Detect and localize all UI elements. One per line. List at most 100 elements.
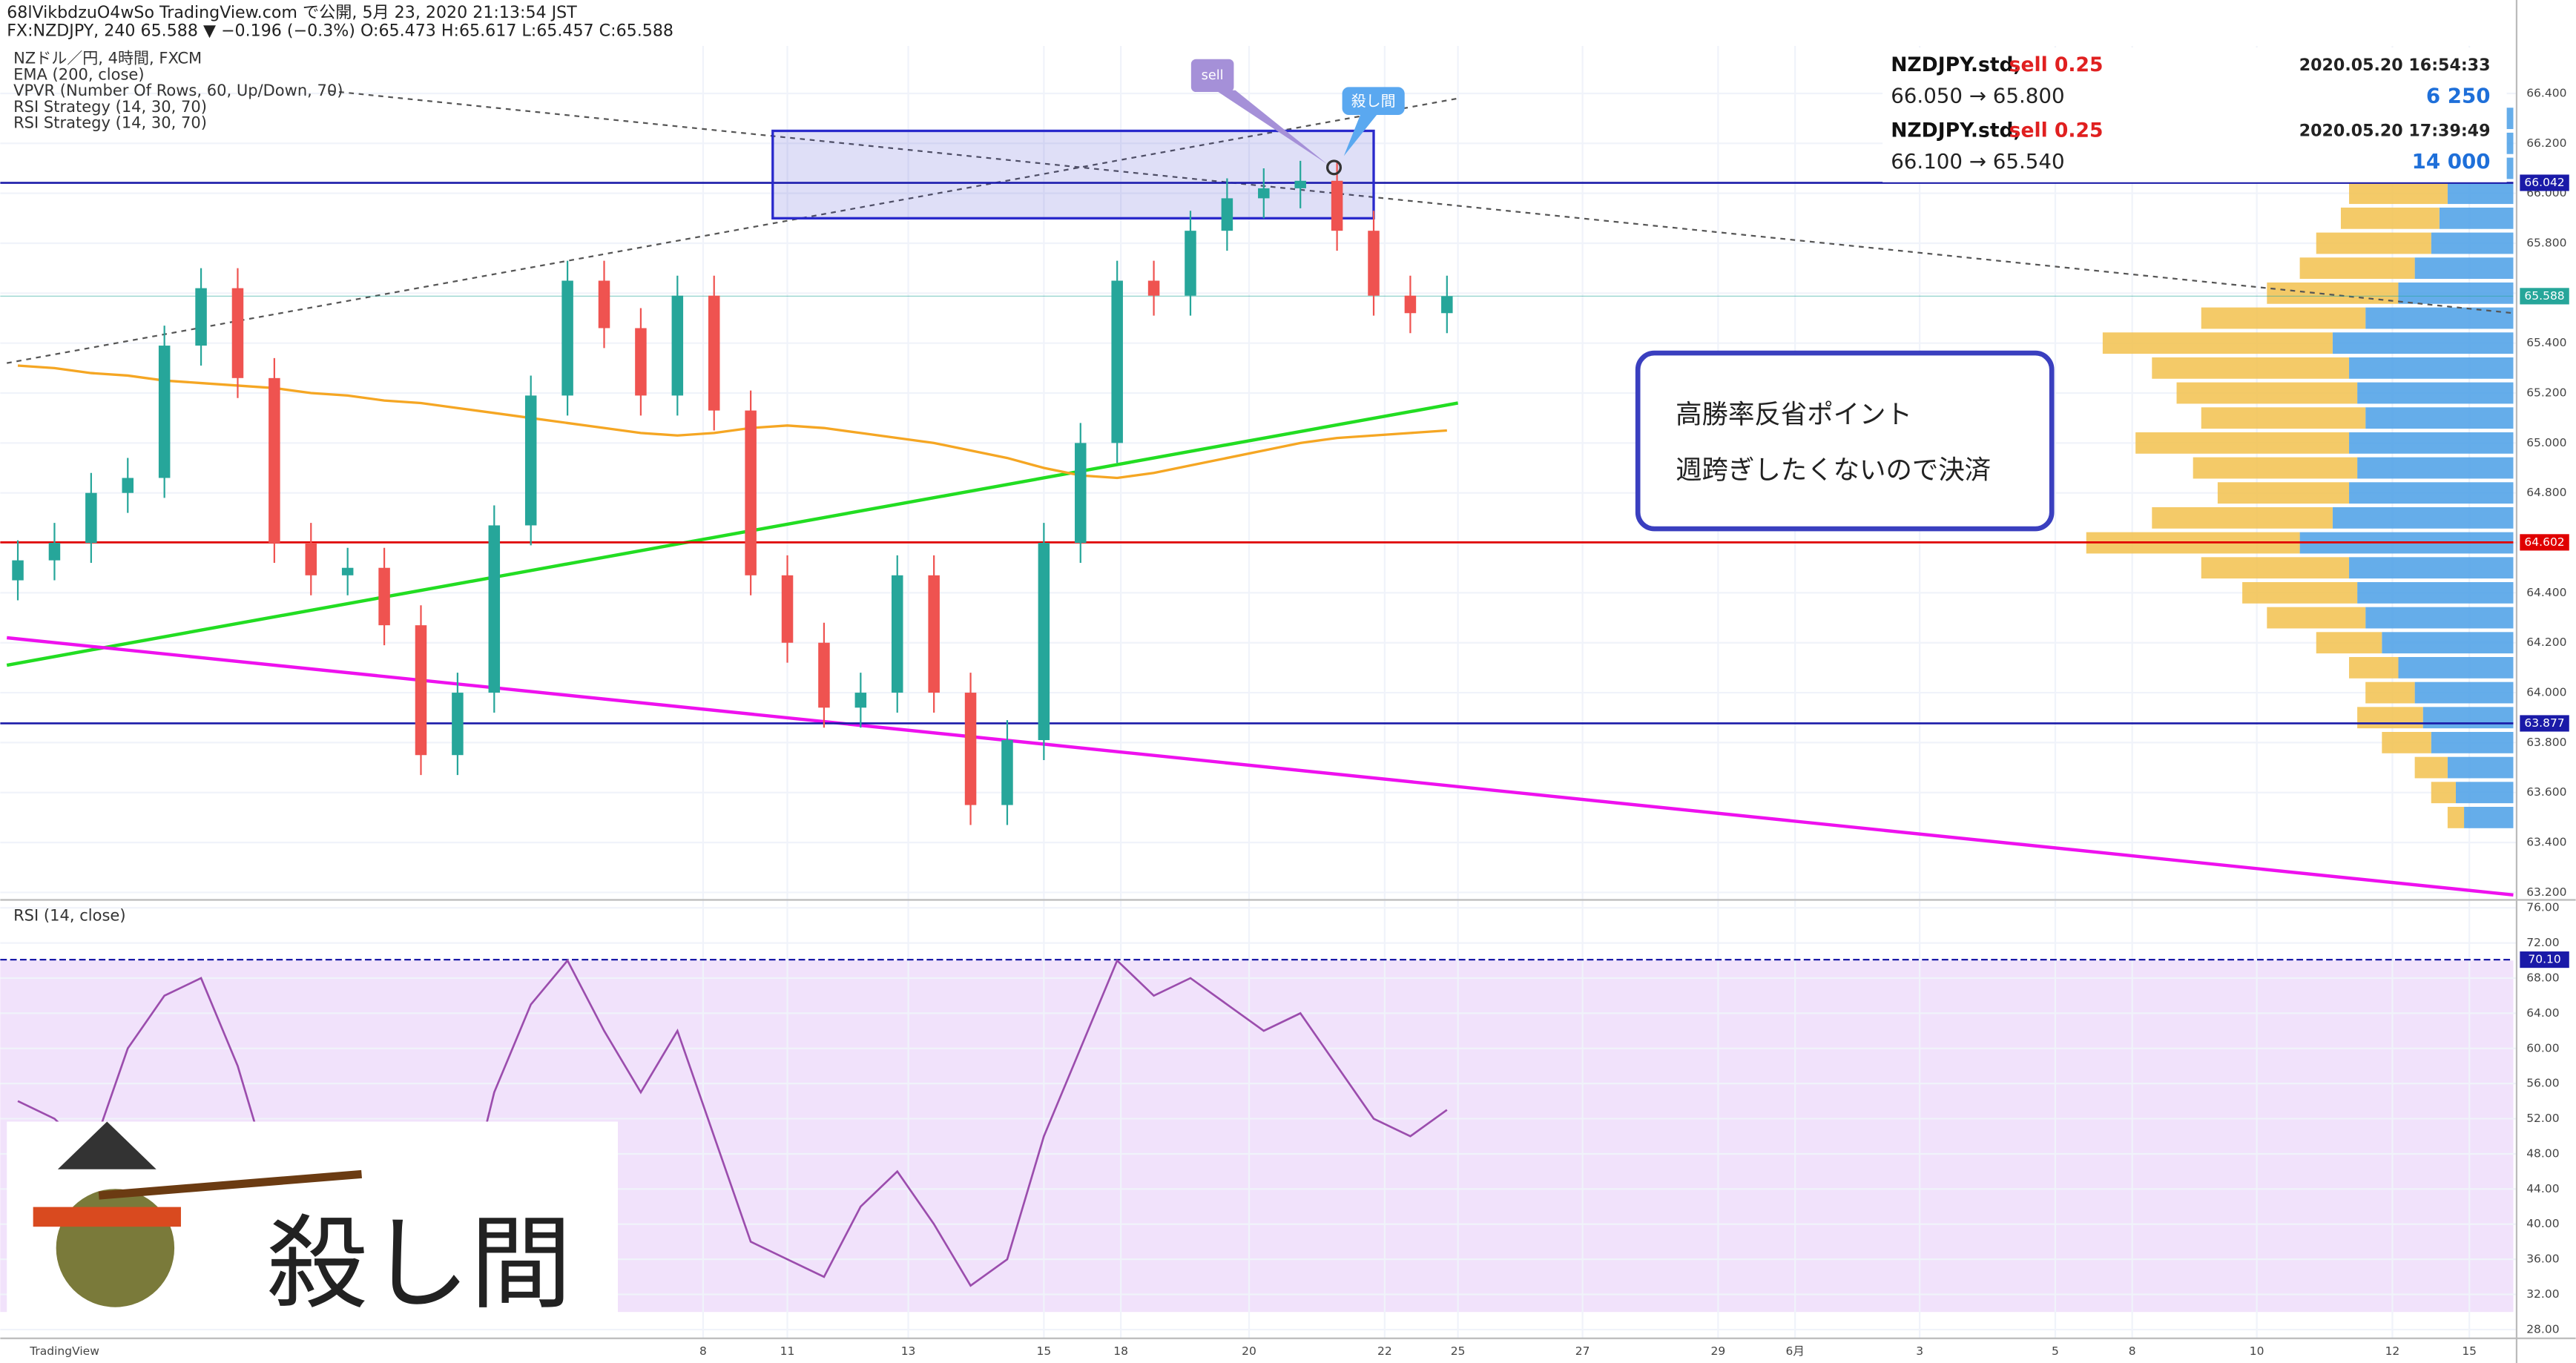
candle-body xyxy=(452,693,464,756)
candle-body xyxy=(488,525,501,693)
order-side: sell 0.25 xyxy=(2009,53,2104,76)
y-tick-label: 64.000 xyxy=(2526,686,2566,699)
y-tick-label: 44.00 xyxy=(2526,1182,2559,1195)
order-time: 2020.05.20 17:39:49 xyxy=(2299,122,2491,141)
header-line: 68lVikbdzuO4wSo TradingView.com で公開, 5月 … xyxy=(7,3,577,22)
vpvr-up xyxy=(2349,357,2514,379)
order-time: 2020.05.20 16:54:33 xyxy=(2299,56,2491,75)
y-tick-label: 65.200 xyxy=(2526,386,2566,400)
candle-body xyxy=(1185,231,1196,296)
logo-text: 殺し間 xyxy=(266,1206,572,1324)
logo-arm xyxy=(33,1207,181,1227)
x-tick-label: 27 xyxy=(1575,1344,1590,1358)
callout-text: sell xyxy=(1202,68,1224,83)
vpvr-up xyxy=(2357,382,2514,404)
candle-body xyxy=(1075,443,1087,544)
x-tick-label: 6月 xyxy=(1785,1344,1804,1358)
x-tick-label: 8 xyxy=(2129,1344,2136,1358)
candle-body xyxy=(671,295,684,396)
logo-figure xyxy=(56,1189,175,1307)
y-tick-label: 63.400 xyxy=(2526,836,2566,849)
x-tick-label: 5 xyxy=(2052,1344,2059,1358)
candle-body xyxy=(378,567,390,626)
x-tick-label: 29 xyxy=(1711,1344,1726,1358)
legend-entry: EMA (200, close) xyxy=(13,65,144,83)
note-frame xyxy=(1635,350,2055,532)
y-tick-label: 36.00 xyxy=(2526,1253,2559,1266)
vpvr-up xyxy=(2464,807,2514,828)
x-tick-label: 13 xyxy=(901,1344,916,1358)
bubble-text: 殺し間 xyxy=(1351,93,1396,110)
candle-body xyxy=(341,567,354,575)
vpvr-down xyxy=(2299,257,2415,280)
candle-body xyxy=(928,575,940,693)
vpvr-up xyxy=(2414,682,2514,704)
legend-entry: RSI Strategy (14, 30, 70) xyxy=(13,97,207,116)
price-tag xyxy=(2520,174,2569,191)
y-tick-label: 48.00 xyxy=(2526,1146,2559,1160)
header-line: FX:NZDJPY, 240 65.588 ▼ −0.196 (−0.3%) O… xyxy=(7,22,673,41)
vpvr-up xyxy=(2349,482,2514,504)
price-tag-label: 65.588 xyxy=(2524,289,2564,303)
candle-body xyxy=(964,693,977,805)
vpvr-up xyxy=(2365,407,2514,429)
vpvr-down xyxy=(2447,807,2465,828)
vpvr-up xyxy=(2439,207,2514,229)
legend-entry: VPVR (Number Of Rows, 60, Up/Down, 70) xyxy=(13,81,343,99)
price-tag-label: 70.10 xyxy=(2528,953,2560,966)
price-tag-label: 63.877 xyxy=(2524,716,2564,730)
x-tick-label: 12 xyxy=(2385,1344,2400,1358)
legend-entry: RSI Strategy (14, 30, 70) xyxy=(13,113,207,132)
candle-body xyxy=(305,543,317,575)
order-amount: 14 000 xyxy=(2412,149,2491,174)
y-tick-label: 56.00 xyxy=(2526,1077,2559,1090)
vpvr-up xyxy=(2398,282,2514,304)
vpvr-up xyxy=(2357,581,2514,604)
candle-body xyxy=(1147,280,1160,296)
y-tick-label: 63.600 xyxy=(2526,785,2566,799)
candle-body xyxy=(158,346,171,478)
order-symbol: NZDJPY.std, xyxy=(1891,53,2020,76)
y-tick-label: 66.400 xyxy=(2526,86,2566,99)
vpvr-up xyxy=(2365,607,2514,629)
price-tag xyxy=(2520,715,2569,732)
plot-layer: 63.200 63.400 63.600 63.800 64.000 64.200 64.4… xyxy=(0,86,2569,1358)
x-tick-label: 10 xyxy=(2250,1344,2264,1358)
zone-box xyxy=(771,129,1375,220)
vpvr-down xyxy=(2349,656,2399,679)
candle-body xyxy=(1221,198,1233,231)
y-tick-label: 28.00 xyxy=(2526,1322,2559,1336)
x-tick-label: 8 xyxy=(699,1344,707,1358)
vpvr-down xyxy=(2267,607,2366,629)
candle-body xyxy=(1404,295,1417,314)
vpvr-down xyxy=(2267,282,2399,304)
brand: TradingView xyxy=(29,1344,99,1358)
candle-body xyxy=(781,575,794,643)
vpvr-up xyxy=(2447,756,2514,779)
note-box: 高勝率反省ポイント 週跨ぎしたくないので決済 xyxy=(1635,350,2055,532)
vpvr-down xyxy=(2135,432,2350,454)
y-tick-label: 32.00 xyxy=(2526,1287,2559,1301)
vpvr-down xyxy=(2152,506,2333,529)
vpvr-down xyxy=(2349,182,2448,205)
x-tick-label: 22 xyxy=(1377,1344,1392,1358)
vpvr-down xyxy=(2193,457,2358,479)
order-prices: 66.050 → 65.800 xyxy=(1891,84,2064,108)
x-tick-label: 15 xyxy=(2462,1344,2477,1358)
callout-box xyxy=(1190,59,1234,93)
candle-body xyxy=(891,575,903,693)
y-tick-label: 64.200 xyxy=(2526,636,2566,649)
y-tick-label: 72.00 xyxy=(2526,936,2559,949)
x-tick-label: 3 xyxy=(1916,1344,1923,1358)
vpvr-down xyxy=(2217,482,2350,504)
vpvr-up xyxy=(2414,257,2514,280)
vpvr-down xyxy=(2382,732,2431,753)
x-tick-label: 25 xyxy=(1451,1344,1466,1358)
vpvr-up xyxy=(2332,506,2514,529)
candle-body xyxy=(1111,280,1123,443)
price-tag xyxy=(2520,534,2569,551)
candle-body xyxy=(12,560,24,581)
candle-body xyxy=(598,280,610,329)
vpvr-up xyxy=(2349,557,2514,579)
